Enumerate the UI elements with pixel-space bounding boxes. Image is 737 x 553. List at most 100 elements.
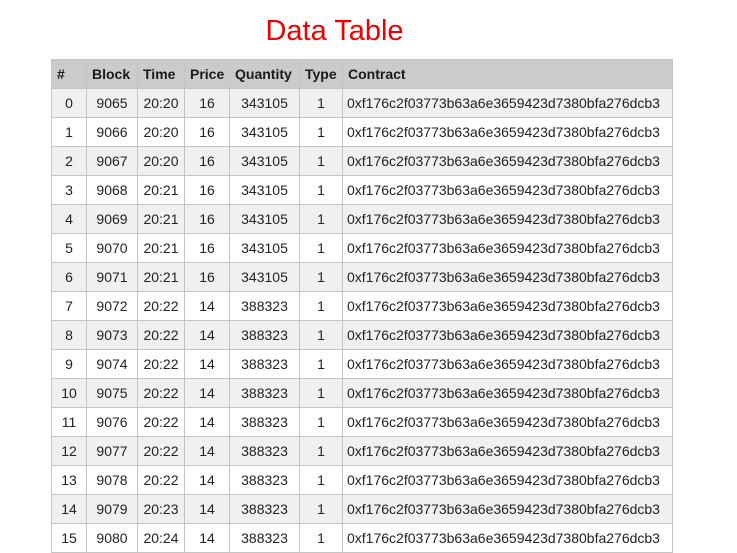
cell-type: 1 (299, 175, 343, 205)
cell-index: 6 (51, 262, 87, 292)
table-row: 9 9074 20:22 14 388323 1 0xf176c2f03773b63a6e3… (51, 349, 673, 379)
cell-price: 14 (184, 465, 230, 495)
cell-time: 20:22 (137, 291, 185, 321)
cell-quantity: 343105 (229, 262, 300, 292)
cell-index: 10 (51, 378, 87, 408)
cell-price: 16 (184, 204, 230, 234)
cell-time: 20:21 (137, 204, 185, 234)
cell-type: 1 (299, 291, 343, 321)
table-row: 4 9069 20:21 16 343105 1 0xf176c2f03773b63a6e3… (51, 204, 673, 234)
cell-type: 1 (299, 204, 343, 234)
table-row: 5 9070 20:21 16 343105 1 0xf176c2f03773b63a6e3… (51, 233, 673, 263)
table-row: 7 9072 20:22 14 388323 1 0xf176c2f03773b63a6e3… (51, 291, 673, 321)
cell-contract: 0xf176c2f03773b63a6e3659423d7380bfa276dc… (342, 349, 673, 379)
cell-quantity: 343105 (229, 233, 300, 263)
cell-quantity: 388323 (229, 465, 300, 495)
cell-block: 9074 (86, 349, 138, 379)
column-header-block[interactable]: Block (86, 59, 138, 89)
cell-price: 14 (184, 436, 230, 466)
cell-time: 20:22 (137, 349, 185, 379)
table-header: # Block Time Price Quantity Type Contrac… (51, 59, 673, 89)
cell-block: 9075 (86, 378, 138, 408)
cell-index: 8 (51, 320, 87, 350)
cell-block: 9065 (86, 88, 138, 118)
cell-index: 7 (51, 291, 87, 321)
cell-block: 9079 (86, 494, 138, 524)
column-header-type[interactable]: Type (299, 59, 343, 89)
cell-contract: 0xf176c2f03773b63a6e3659423d7380bfa276dc… (342, 262, 673, 292)
cell-time: 20:22 (137, 465, 185, 495)
cell-time: 20:21 (137, 233, 185, 263)
table-row: 3 9068 20:21 16 343105 1 0xf176c2f03773b63a6e3… (51, 175, 673, 205)
cell-type: 1 (299, 349, 343, 379)
cell-time: 20:22 (137, 436, 185, 466)
table-row: 2 9067 20:20 16 343105 1 0xf176c2f03773b63a6e3… (51, 146, 673, 176)
cell-price: 14 (184, 320, 230, 350)
cell-quantity: 388323 (229, 436, 300, 466)
cell-index: 14 (51, 494, 87, 524)
cell-index: 0 (51, 88, 87, 118)
cell-index: 2 (51, 146, 87, 176)
cell-price: 16 (184, 233, 230, 263)
column-header-price[interactable]: Price (184, 59, 230, 89)
cell-quantity: 343105 (229, 204, 300, 234)
cell-time: 20:21 (137, 262, 185, 292)
table-row: 12 9077 20:22 14 388323 1 0xf176c2f03773b63a6e… (51, 436, 673, 466)
cell-time: 20:22 (137, 378, 185, 408)
table-row: 1 9066 20:20 16 343105 1 0xf176c2f03773b63a6e3… (51, 117, 673, 147)
cell-price: 14 (184, 378, 230, 408)
cell-quantity: 388323 (229, 378, 300, 408)
cell-block: 9073 (86, 320, 138, 350)
cell-quantity: 388323 (229, 320, 300, 350)
cell-time: 20:23 (137, 494, 185, 524)
cell-price: 16 (184, 88, 230, 118)
table-row: 0 9065 20:20 16 343105 1 0xf176c2f03773b63a6e3… (51, 88, 673, 118)
cell-block: 9070 (86, 233, 138, 263)
cell-quantity: 343105 (229, 175, 300, 205)
cell-price: 16 (184, 262, 230, 292)
cell-contract: 0xf176c2f03773b63a6e3659423d7380bfa276dc… (342, 407, 673, 437)
column-header-quantity[interactable]: Quantity (229, 59, 300, 89)
cell-contract: 0xf176c2f03773b63a6e3659423d7380bfa276dc… (342, 494, 673, 524)
cell-price: 14 (184, 291, 230, 321)
cell-price: 14 (184, 523, 230, 553)
cell-price: 14 (184, 349, 230, 379)
cell-block: 9077 (86, 436, 138, 466)
cell-time: 20:21 (137, 175, 185, 205)
cell-type: 1 (299, 494, 343, 524)
cell-quantity: 343105 (229, 117, 300, 147)
cell-block: 9068 (86, 175, 138, 205)
cell-quantity: 388323 (229, 523, 300, 553)
cell-index: 3 (51, 175, 87, 205)
column-header-index[interactable]: # (51, 59, 87, 89)
cell-block: 9076 (86, 407, 138, 437)
cell-time: 20:20 (137, 146, 185, 176)
cell-block: 9066 (86, 117, 138, 147)
table-row: 11 9076 20:22 14 388323 1 0xf176c2f03773b63a6e… (51, 407, 673, 437)
table-row: 6 9071 20:21 16 343105 1 0xf176c2f03773b63a6e3… (51, 262, 673, 292)
cell-index: 5 (51, 233, 87, 263)
column-header-time[interactable]: Time (137, 59, 185, 89)
header-row: # Block Time Price Quantity Type Contrac… (51, 59, 673, 89)
table-row: 14 9079 20:23 14 388323 1 0xf176c2f03773b63a6e… (51, 494, 673, 524)
cell-quantity: 388323 (229, 494, 300, 524)
cell-block: 9072 (86, 291, 138, 321)
cell-block: 9080 (86, 523, 138, 553)
cell-type: 1 (299, 407, 343, 437)
table-row: 10 9075 20:22 14 388323 1 0xf176c2f03773b63a6e… (51, 378, 673, 408)
cell-quantity: 388323 (229, 407, 300, 437)
cell-price: 16 (184, 117, 230, 147)
cell-contract: 0xf176c2f03773b63a6e3659423d7380bfa276dc… (342, 146, 673, 176)
table-row: 8 9073 20:22 14 388323 1 0xf176c2f03773b63a6e3… (51, 320, 673, 350)
cell-contract: 0xf176c2f03773b63a6e3659423d7380bfa276dc… (342, 465, 673, 495)
table-row: 15 9080 20:24 14 388323 1 0xf176c2f03773b63a6e… (51, 523, 673, 553)
table-body: 0 9065 20:20 16 343105 1 0xf176c2f03773b63a6e3… (51, 88, 673, 553)
cell-block: 9078 (86, 465, 138, 495)
cell-time: 20:24 (137, 523, 185, 553)
cell-contract: 0xf176c2f03773b63a6e3659423d7380bfa276dc… (342, 117, 673, 147)
cell-contract: 0xf176c2f03773b63a6e3659423d7380bfa276dc… (342, 175, 673, 205)
cell-contract: 0xf176c2f03773b63a6e3659423d7380bfa276dc… (342, 204, 673, 234)
column-header-contract[interactable]: Contract (342, 59, 673, 89)
cell-type: 1 (299, 233, 343, 263)
cell-index: 12 (51, 436, 87, 466)
